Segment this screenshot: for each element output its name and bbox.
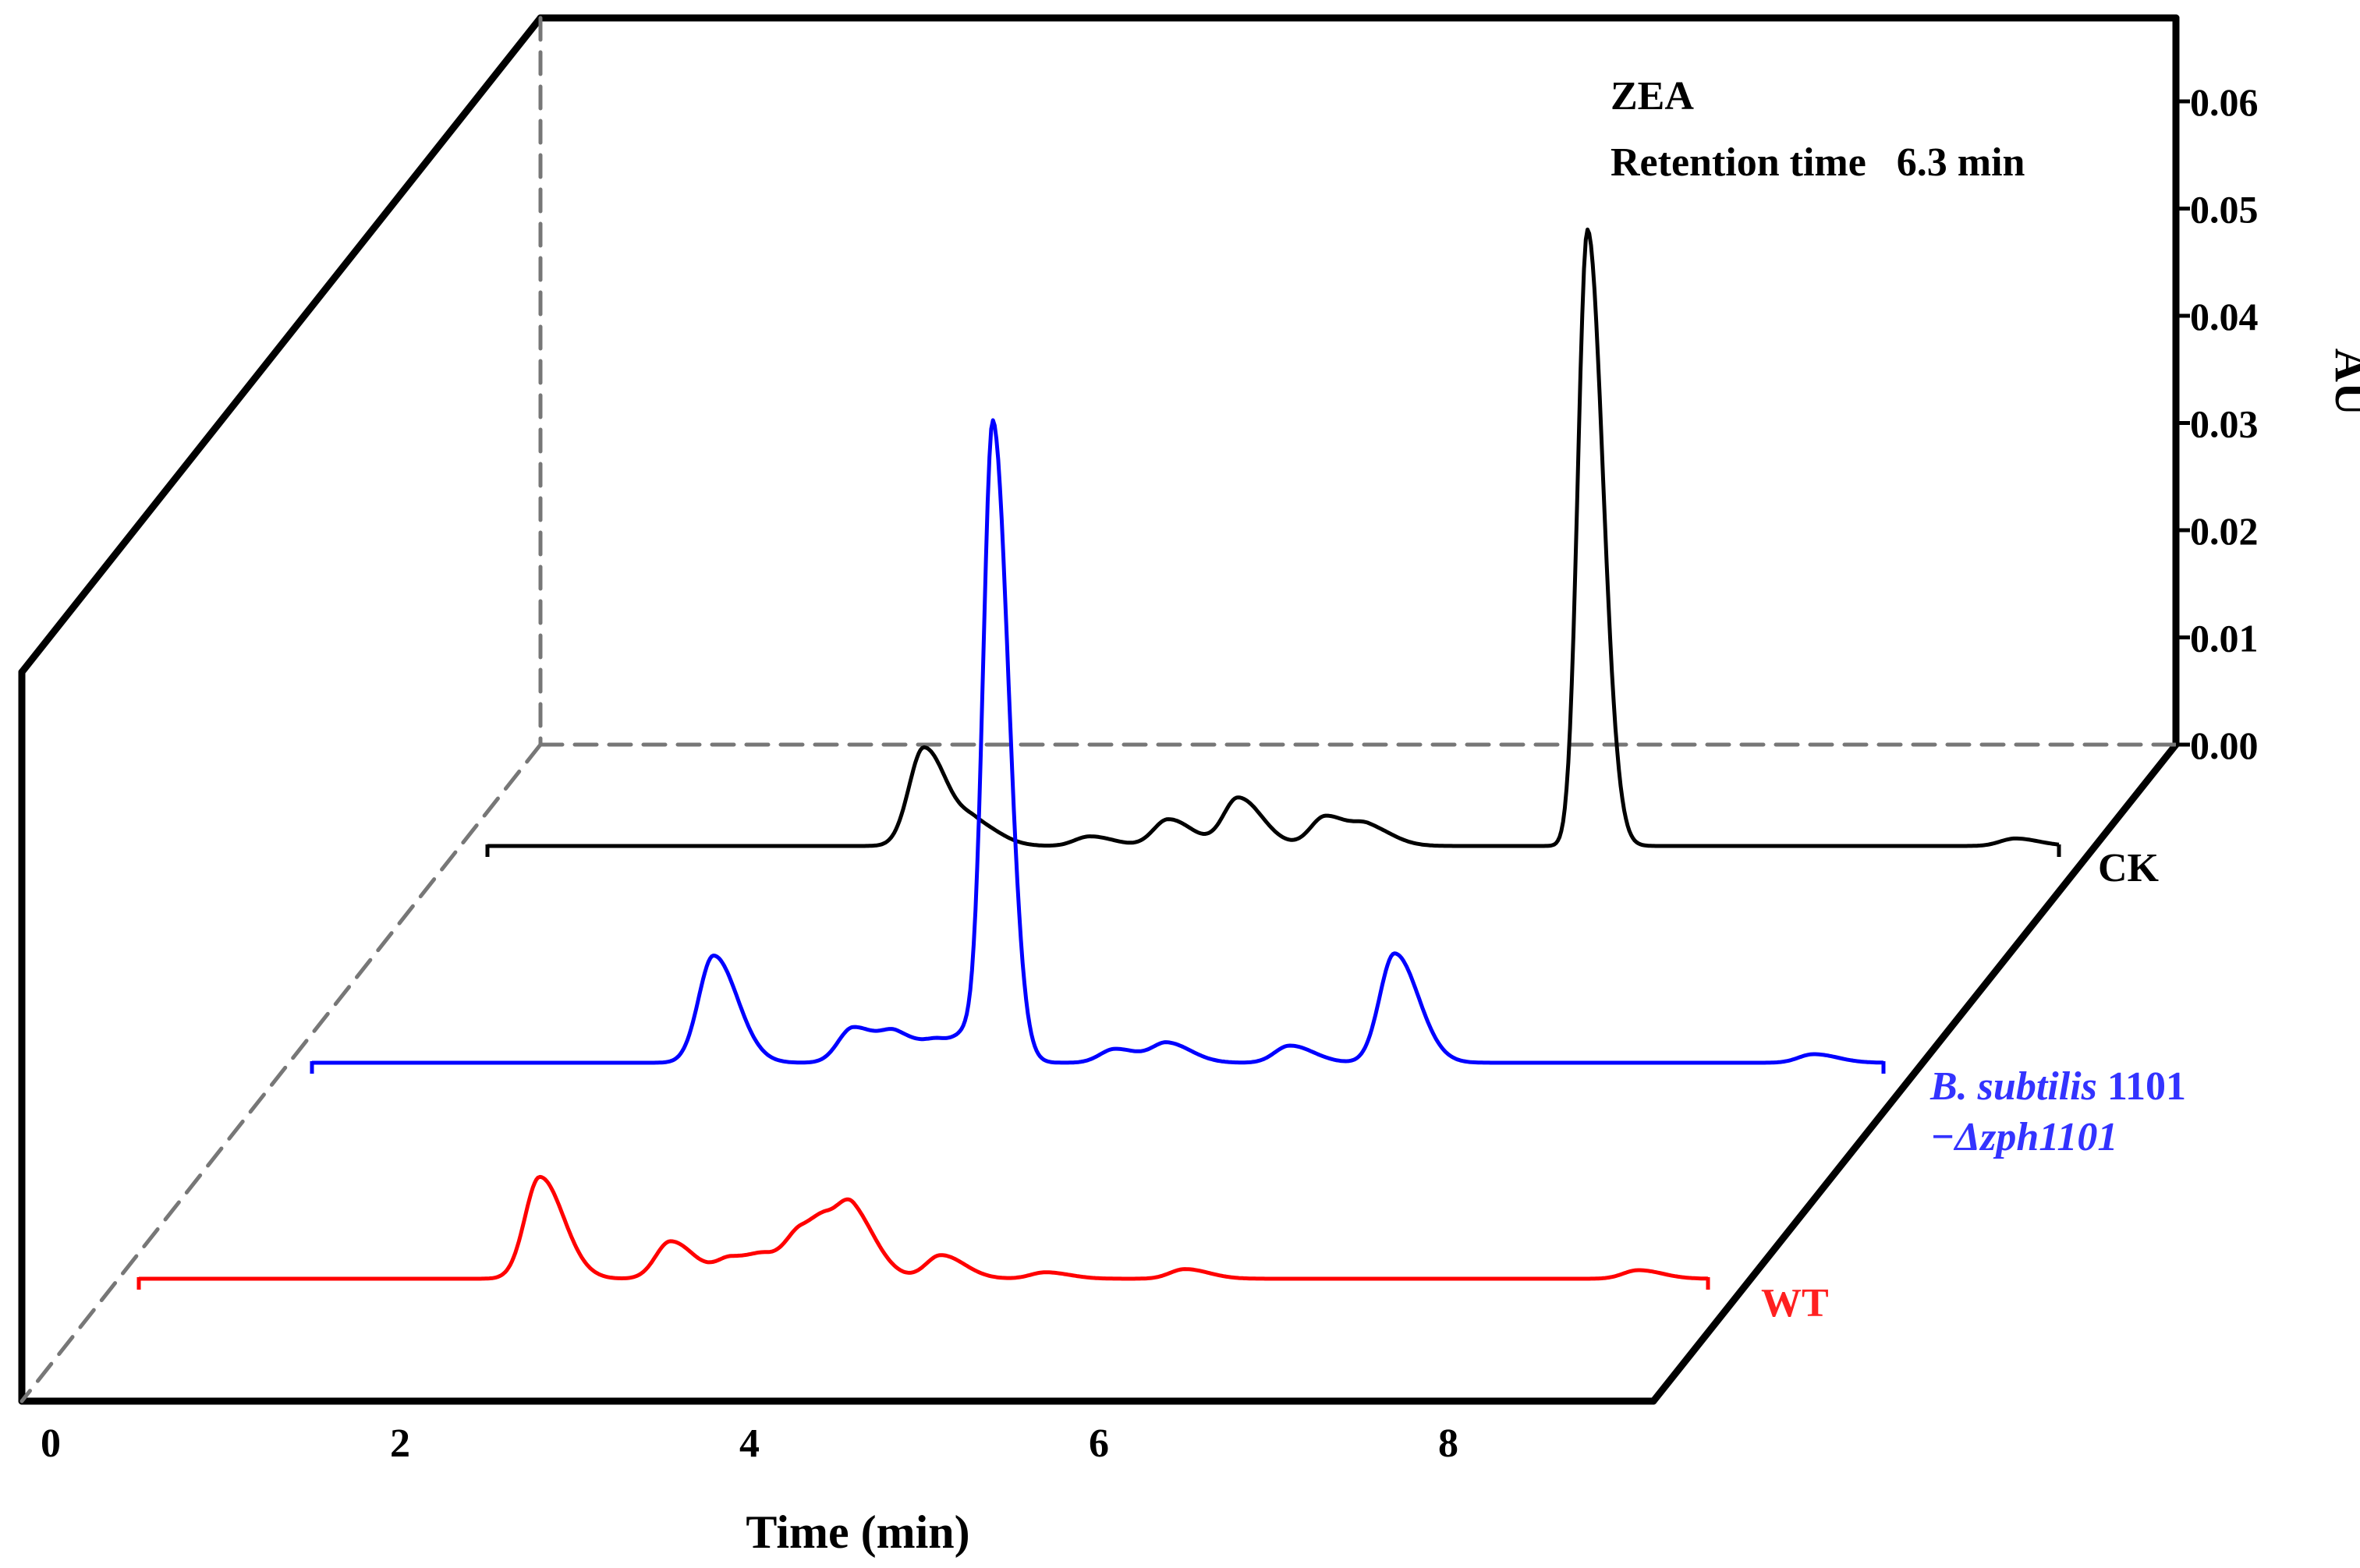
zea-annotation: ZEA Retention time 6.3 min xyxy=(1611,74,2025,185)
frame-right-diagonal xyxy=(1650,741,2180,1405)
x-tick-label: 0 xyxy=(41,1421,61,1466)
annotation-retention-time: Retention time 6.3 min xyxy=(1611,140,2025,185)
x-tick-label: 8 xyxy=(1438,1421,1458,1466)
trace-wt xyxy=(138,1174,1709,1281)
series-label-wt: WT xyxy=(1761,1281,1829,1326)
frame-floor-diagonal-dashed xyxy=(19,742,543,1403)
y-tick-label: 0.03 xyxy=(2190,402,2259,446)
trace-bsubtilis xyxy=(311,418,1884,1065)
series-label-ck: CK xyxy=(2098,846,2160,890)
y-axis: 0.06 0.05 0.04 0.03 0.02 0.01 0.00 xyxy=(2176,80,2259,767)
y-axis-title: AU xyxy=(2326,349,2360,416)
x-axis: 0 2 4 6 8 xyxy=(41,1421,1458,1466)
y-tick-label: 0.00 xyxy=(2190,724,2259,767)
y-tick-label: 0.04 xyxy=(2190,295,2259,338)
series-labels: CK B. subtilis 1101 −Δzph1101 WT xyxy=(1761,846,2186,1326)
x-axis-title: Time (min) xyxy=(746,1506,969,1558)
x-tick-label: 6 xyxy=(1089,1421,1109,1466)
chart-frame xyxy=(18,14,2180,1405)
y-tick-label: 0.06 xyxy=(2190,80,2259,124)
series-label-bsubtilis-line2: −Δzph1101 xyxy=(1930,1115,2117,1159)
x-tick-label: 2 xyxy=(390,1421,410,1466)
series-label-bsubtilis-plain: 1101 xyxy=(2097,1064,2186,1109)
chromatogram-traces xyxy=(136,227,2061,1290)
frame-left-top-diagonal xyxy=(18,14,544,676)
x-tick-label: 4 xyxy=(739,1421,760,1466)
series-label-bsubtilis-line1: B. subtilis 1101 xyxy=(1929,1064,2186,1109)
y-tick-label: 0.01 xyxy=(2190,617,2259,660)
annotation-zea: ZEA xyxy=(1611,74,1694,119)
trace-ck xyxy=(487,227,2060,848)
y-tick-label: 0.02 xyxy=(2190,509,2259,553)
series-label-bsubtilis-italic: B. subtilis xyxy=(1929,1064,2097,1109)
y-tick-label: 0.05 xyxy=(2190,188,2259,232)
